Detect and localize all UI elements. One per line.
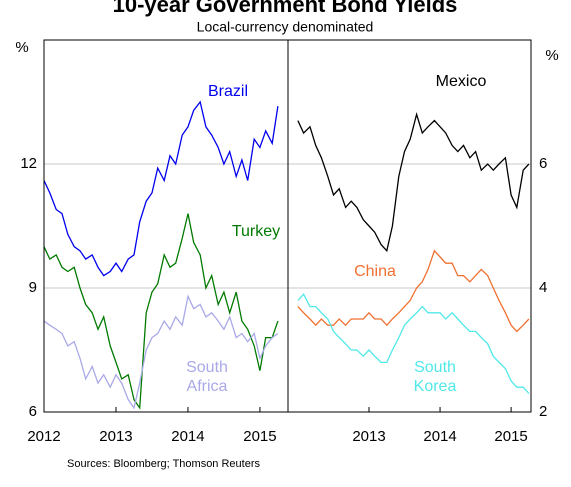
series-line bbox=[43, 100, 279, 277]
series-line bbox=[43, 294, 279, 410]
x-tick-label: 2014 bbox=[171, 428, 204, 445]
x-tick-label: 2013 bbox=[352, 428, 385, 445]
x-tick-label: 2014 bbox=[423, 428, 456, 445]
series-line bbox=[297, 293, 530, 394]
series-label: Mexico bbox=[435, 73, 487, 90]
x-tick-label: 2015 bbox=[494, 428, 527, 445]
x-tick-label: 2012 bbox=[27, 428, 60, 445]
series-label: Turkey bbox=[231, 223, 281, 240]
y-tick-label: 2 bbox=[539, 403, 547, 420]
series-label: China bbox=[354, 263, 396, 280]
series-label: Brazil bbox=[207, 83, 248, 100]
y-tick-label: 4 bbox=[539, 279, 547, 296]
source-note: Sources: Bloomberg; Thomson Reuters bbox=[67, 458, 260, 470]
y-tick-label: 6 bbox=[29, 403, 37, 420]
chart-title: 10-year Government Bond Yields bbox=[113, 0, 458, 17]
y-axis-label: % bbox=[15, 39, 28, 56]
series-label: South Korea bbox=[413, 359, 457, 395]
series-line bbox=[297, 249, 530, 333]
series-line bbox=[43, 213, 279, 410]
y-tick-label: 9 bbox=[29, 279, 37, 296]
chart-subtitle: Local-currency denominated bbox=[197, 19, 374, 35]
x-tick-label: 2013 bbox=[99, 428, 132, 445]
x-tick-label: 2015 bbox=[243, 428, 276, 445]
y-axis-label: % bbox=[545, 47, 558, 64]
y-tick-label: 12 bbox=[20, 155, 37, 172]
series-line bbox=[297, 112, 530, 253]
y-tick-label: 6 bbox=[539, 155, 547, 172]
series-label: South Africa bbox=[186, 359, 228, 395]
